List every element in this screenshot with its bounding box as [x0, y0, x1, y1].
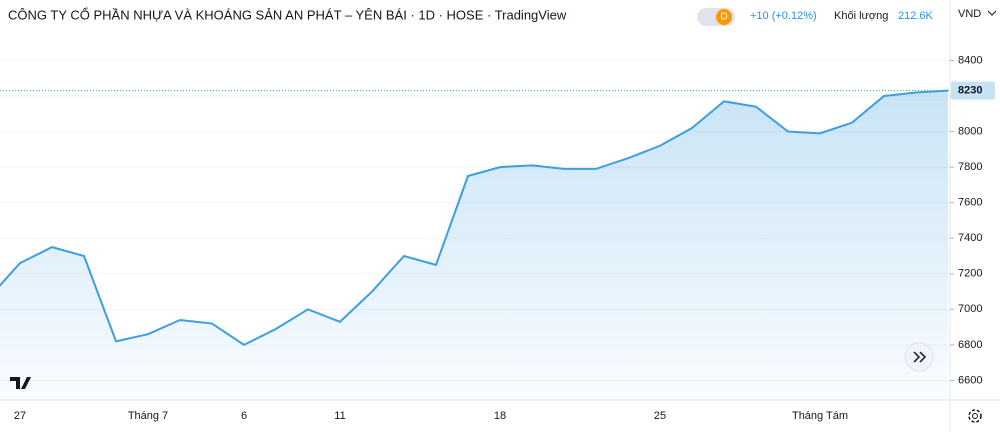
y-tick-label: 7400 — [958, 232, 982, 244]
dropdown-icon[interactable] — [987, 10, 997, 16]
scroll-icon — [913, 351, 927, 363]
y-tick-label: 6800 — [958, 339, 982, 351]
plot — [0, 89, 949, 400]
x-tick-label: 11 — [334, 410, 345, 422]
x-tick-label: Tháng Tám — [792, 410, 848, 422]
y-tick-label: 7000 — [958, 303, 982, 315]
area-fill — [0, 90, 948, 400]
tv-logo — [10, 377, 31, 389]
last-price-tag — [951, 81, 995, 100]
badge: D — [720, 12, 727, 23]
badge-dot — [716, 9, 732, 25]
y-tick-label: 6600 — [958, 374, 982, 386]
volume-label: Khối lượng — [834, 10, 888, 22]
chart-title: CÔNG TY CỔ PHẦN NHỰA VÀ KHOÁNG SẢN AN PH… — [8, 7, 567, 22]
x-tick-label: 25 — [654, 410, 666, 422]
x-tick-label: Tháng 7 — [128, 410, 168, 422]
y-tick-label: 7600 — [958, 197, 982, 209]
volume: 212.6K — [898, 10, 934, 22]
last-price-label: 8230 — [958, 85, 982, 97]
price-line — [0, 89, 949, 347]
gear — [968, 409, 982, 423]
y-tick-label: 8000 — [958, 125, 982, 137]
currency: VND — [958, 8, 981, 20]
gear-hub — [972, 413, 978, 419]
y-tick-label: 8400 — [958, 54, 982, 66]
x-tick-label: 27 — [14, 410, 26, 422]
change: +10 (+0.12%) — [750, 10, 817, 22]
y-tick-label: 7800 — [958, 161, 982, 173]
x-tick-label: 6 — [241, 410, 247, 422]
x-tick-label: 18 — [494, 410, 506, 422]
y-tick-label: 7200 — [958, 268, 982, 280]
settings-icon[interactable] — [968, 409, 982, 423]
